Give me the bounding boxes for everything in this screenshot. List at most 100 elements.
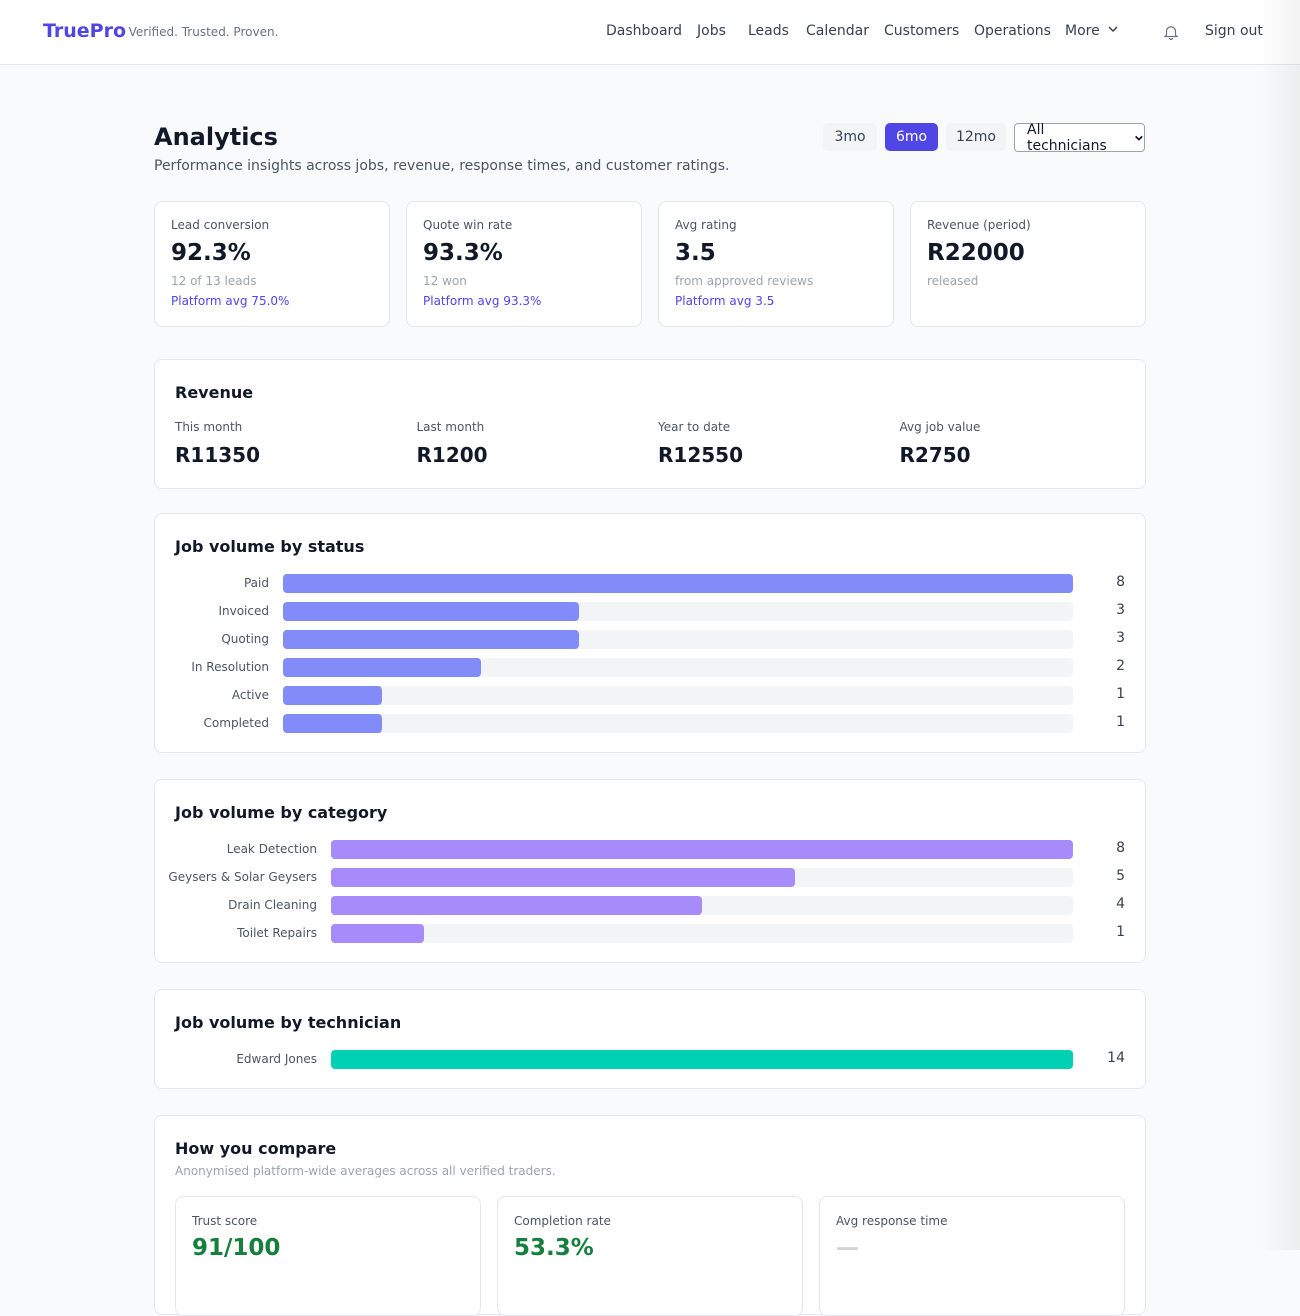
kpi-platform: Platform avg 75.0%: [171, 294, 290, 308]
card-title: Job volume by status: [175, 537, 365, 556]
bar-value: 1: [1116, 714, 1125, 730]
kpi-value: R22000: [927, 240, 1025, 266]
bar-label: Geysers & Solar Geysers: [168, 870, 317, 884]
revenue-value: R2750: [899, 443, 971, 467]
bar-track: [283, 658, 1073, 677]
bar: [283, 686, 382, 705]
bar: [331, 924, 424, 943]
bar: [331, 840, 1073, 859]
card-title: How you compare: [175, 1139, 337, 1158]
select-label: All technicians: [1027, 121, 1107, 154]
nav-more[interactable]: More: [1065, 23, 1119, 39]
bar-track: [331, 924, 1073, 943]
bar-label: Edward Jones: [236, 1052, 317, 1066]
bar-value: 8: [1116, 574, 1125, 590]
compare-metric: Trust score 91/100: [175, 1196, 481, 1316]
bar-track: [283, 574, 1073, 593]
kpi-platform: Platform avg 93.3%: [423, 294, 542, 308]
logo[interactable]: TruePro: [43, 20, 127, 42]
compare-metric: Completion rate 53.3%: [497, 1196, 803, 1316]
bar-value: 2: [1116, 658, 1125, 674]
bar-value: 8: [1116, 840, 1125, 856]
bar-track: [331, 868, 1073, 887]
technician-select[interactable]: All technicians: [1014, 121, 1145, 154]
bar: [283, 658, 481, 677]
range-button[interactable]: 3mo: [823, 123, 877, 151]
bar-label: Active: [231, 688, 269, 702]
card-subtitle: Anonymised platform-wide averages across…: [175, 1164, 556, 1178]
kpi-value: 3.5: [675, 240, 716, 266]
bar-track: [283, 630, 1073, 649]
bar-label: Completed: [203, 716, 269, 730]
kpi-sub: 12 of 13 leads: [171, 274, 257, 288]
top-bar: TruePro · Verified. Trusted. Proven. Das…: [0, 0, 1300, 65]
metric-label: Avg response time: [836, 1214, 948, 1228]
bar: [331, 1050, 1073, 1069]
metric-label: Completion rate: [514, 1214, 611, 1228]
nav-more-label: More: [1065, 23, 1100, 39]
card-title: Revenue: [175, 383, 254, 402]
bar-label: Leak Detection: [226, 842, 317, 856]
bar-label: Drain Cleaning: [228, 898, 317, 912]
bar-track: [331, 1050, 1073, 1069]
nav-link[interactable]: Jobs: [697, 23, 726, 39]
kpi-platform: Platform avg 3.5: [675, 294, 775, 308]
chart-card: Job volume by status Paid 8 Invoiced 3 Quotin…: [154, 513, 1146, 753]
compare-card: How you compare Anonymised platform-wide …: [154, 1115, 1146, 1316]
bar-track: [283, 714, 1073, 733]
metric-label: Trust score: [192, 1214, 258, 1228]
kpi-card: Lead conversion 92.3% 12 of 13 leads Platfo…: [154, 201, 390, 327]
kpi-sub: from approved reviews: [675, 274, 814, 288]
page-title: Analytics: [154, 123, 278, 151]
kpi-label: Lead conversion: [171, 218, 270, 232]
kpi-label: Revenue (period): [927, 218, 1031, 232]
metric-value: —: [836, 1235, 859, 1261]
kpi-value: 92.3%: [171, 240, 251, 266]
bar-label: Invoiced: [218, 604, 269, 618]
bar-value: 4: [1116, 896, 1125, 912]
bar-label: Paid: [243, 576, 269, 590]
bar-value: 14: [1107, 1050, 1125, 1066]
bar: [283, 602, 580, 621]
revenue-label: Avg job value: [899, 420, 981, 434]
kpi-sub: released: [927, 274, 979, 288]
kpi-sub: 12 won: [423, 274, 467, 288]
range-button[interactable]: 12mo: [946, 123, 1006, 151]
metric-value: 53.3%: [514, 1235, 594, 1261]
bell-icon[interactable]: [1162, 23, 1180, 41]
revenue-value: R12550: [658, 443, 743, 467]
card-title: Job volume by technician: [175, 1013, 402, 1032]
sign-out[interactable]: Sign out: [1205, 23, 1263, 39]
bar-track: [283, 686, 1073, 705]
bar-track: [331, 896, 1073, 915]
nav-link[interactable]: Dashboard: [606, 23, 682, 39]
card-title: Job volume by category: [175, 803, 388, 822]
kpi-card: Quote win rate 93.3% 12 won Platform avg 93…: [406, 201, 642, 327]
page-subtitle: Performance insights across jobs, revenu…: [154, 158, 730, 174]
kpi-label: Quote win rate: [423, 218, 513, 232]
nav-link[interactable]: Calendar: [806, 23, 869, 39]
nav-link[interactable]: Customers: [884, 23, 960, 39]
chart-card: Job volume by technician Edward Jones 14: [154, 989, 1146, 1089]
bar: [331, 868, 795, 887]
chevron-icon: [1108, 26, 1118, 32]
metric-value: 91/100: [192, 1235, 281, 1261]
kpi-card: Revenue (period) R22000 released: [910, 201, 1146, 327]
bar-label: In Resolution: [191, 660, 269, 674]
revenue-value: R1200: [416, 443, 488, 467]
bar: [283, 714, 382, 733]
bar-value: 3: [1116, 630, 1125, 646]
revenue-label: Last month: [416, 420, 485, 434]
bar-track: [331, 840, 1073, 859]
bar-value: 3: [1116, 602, 1125, 618]
bar: [331, 896, 702, 915]
nav-link[interactable]: Operations: [974, 23, 1051, 39]
nav-link[interactable]: Leads: [748, 23, 789, 39]
bar-value: 5: [1116, 868, 1125, 884]
revenue-card: Revenue This month R11350 Last month R1200 Ye…: [154, 359, 1146, 489]
range-button[interactable]: 6mo: [885, 123, 938, 151]
edge-shade: [1260, 0, 1300, 1250]
bar-label: Toilet Repairs: [237, 926, 317, 940]
